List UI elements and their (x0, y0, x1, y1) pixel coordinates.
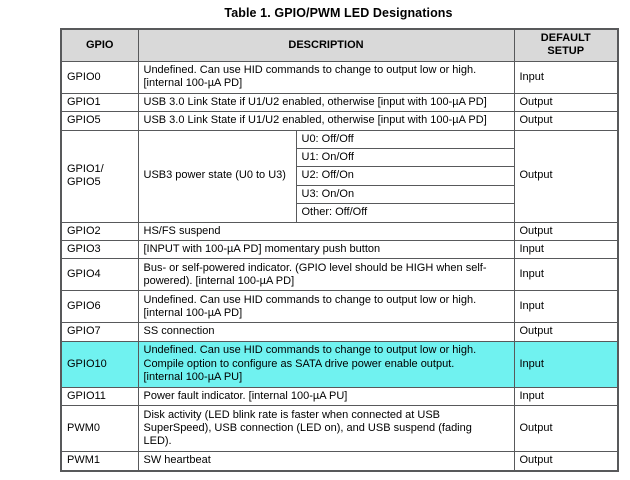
description-cell: Disk activity (LED blink rate is faster … (137, 405, 515, 453)
gpio-cell: PWM0 (60, 405, 139, 453)
gpio-cell: GPIO4 (60, 258, 139, 292)
table-container: Table 1. GPIO/PWM LED Designations GPIO … (60, 6, 619, 472)
gpio-cell: GPIO7 (60, 322, 139, 342)
gpio-cell: PWM1 (60, 451, 139, 472)
default-setup-cell: Output (513, 111, 619, 131)
table-row-pwm0: PWM0 Disk activity (LED blink rate is fa… (60, 405, 619, 453)
description-cell: USB 3.0 Link State if U1/U2 enabled, oth… (137, 111, 515, 131)
default-setup-cell: Input (513, 290, 619, 324)
table-row-gpio1-gpio5: GPIO1/ GPIO5 USB3 power state (U0 to U3)… (60, 129, 619, 223)
table-row-gpio0: GPIO0 Undefined. Can use HID commands to… (60, 60, 619, 94)
default-setup-cell: Output (513, 405, 619, 453)
column-header-default-setup: DEFAULT SETUP (513, 28, 619, 62)
default-setup-cell: Output (513, 451, 619, 472)
default-setup-cell: Input (513, 386, 619, 407)
usb3-state-cell-u0: U0: Off/Off (295, 129, 515, 150)
default-setup-cell: Output (513, 92, 619, 113)
column-header-description: DESCRIPTION (137, 28, 515, 62)
usb3-state-cell-u1: U1: On/Off (295, 148, 515, 168)
table-row-gpio1: GPIO1 USB 3.0 Link State if U1/U2 enable… (60, 92, 619, 113)
description-cell: SS connection (137, 322, 515, 342)
description-cell: SW heartbeat (137, 451, 515, 472)
gpio-cell: GPIO5 (60, 111, 139, 131)
table-row-gpio2: GPIO2 HS/FS suspend Output (60, 221, 619, 242)
description-cell: Undefined. Can use HID commands to chang… (137, 290, 515, 324)
table-row-gpio11: GPIO11 Power fault indicator. [internal … (60, 386, 619, 407)
table-row-gpio10-highlighted: GPIO10 Undefined. Can use HID commands t… (60, 340, 619, 388)
table-title: Table 1. GPIO/PWM LED Designations (224, 6, 453, 20)
default-setup-cell: Input (513, 340, 619, 388)
usb3-state-cell-other: Other: Off/Off (295, 203, 515, 223)
table-subrow-other: Other: Off/Off (61, 203, 618, 223)
default-setup-cell: Input (513, 60, 619, 94)
gpio-cell: GPIO3 (60, 240, 139, 260)
description-cell: USB3 power state (U0 to U3) (137, 129, 297, 223)
table-row-gpio4: GPIO4 Bus- or self-powered indicator. (G… (60, 258, 619, 292)
description-cell: USB 3.0 Link State if U1/U2 enabled, oth… (137, 92, 515, 113)
table-row-pwm1: PWM1 SW heartbeat Output (60, 451, 619, 472)
gpio-cell: GPIO6 (60, 290, 139, 324)
table-header-row: GPIO DESCRIPTION DEFAULT SETUP (60, 28, 619, 62)
gpio-cell: GPIO1 (60, 92, 139, 113)
description-cell: Power fault indicator. [internal 100-µA … (137, 386, 515, 407)
table-row-gpio3: GPIO3 [INPUT with 100-µA PD] momentary p… (60, 240, 619, 260)
gpio-cell: GPIO0 (60, 60, 139, 94)
column-header-gpio: GPIO (60, 28, 139, 62)
table-row-gpio7: GPIO7 SS connection Output (60, 322, 619, 342)
description-cell: HS/FS suspend (137, 221, 515, 242)
table-subrow-u2: U2: Off/On (61, 166, 618, 186)
gpio-cell: GPIO10 (60, 340, 139, 388)
table-row-gpio6: GPIO6 Undefined. Can use HID commands to… (60, 290, 619, 324)
description-cell: Undefined. Can use HID commands to chang… (137, 60, 515, 94)
default-setup-cell: Output (513, 322, 619, 342)
usb3-state-cell-u2: U2: Off/On (295, 166, 515, 186)
usb3-state-cell-u3: U3: On/On (295, 184, 515, 205)
gpio-cell: GPIO2 (60, 221, 139, 242)
default-setup-cell: Input (513, 240, 619, 260)
description-cell: Bus- or self-powered indicator. (GPIO le… (137, 258, 515, 292)
default-setup-cell: Output (513, 221, 619, 242)
gpio-cell: GPIO11 (60, 386, 139, 407)
default-setup-cell: Input (513, 258, 619, 292)
gpio-pwm-table: GPIO DESCRIPTION DEFAULT SETUP GPIO0 Und… (60, 28, 619, 472)
default-setup-cell: Output (513, 129, 619, 223)
description-cell: [INPUT with 100-µA PD] momentary push bu… (137, 240, 515, 260)
table-row-gpio5: GPIO5 USB 3.0 Link State if U1/U2 enable… (60, 111, 619, 131)
gpio-cell: GPIO1/ GPIO5 (60, 129, 139, 223)
description-cell: Undefined. Can use HID commands to chang… (137, 340, 515, 388)
